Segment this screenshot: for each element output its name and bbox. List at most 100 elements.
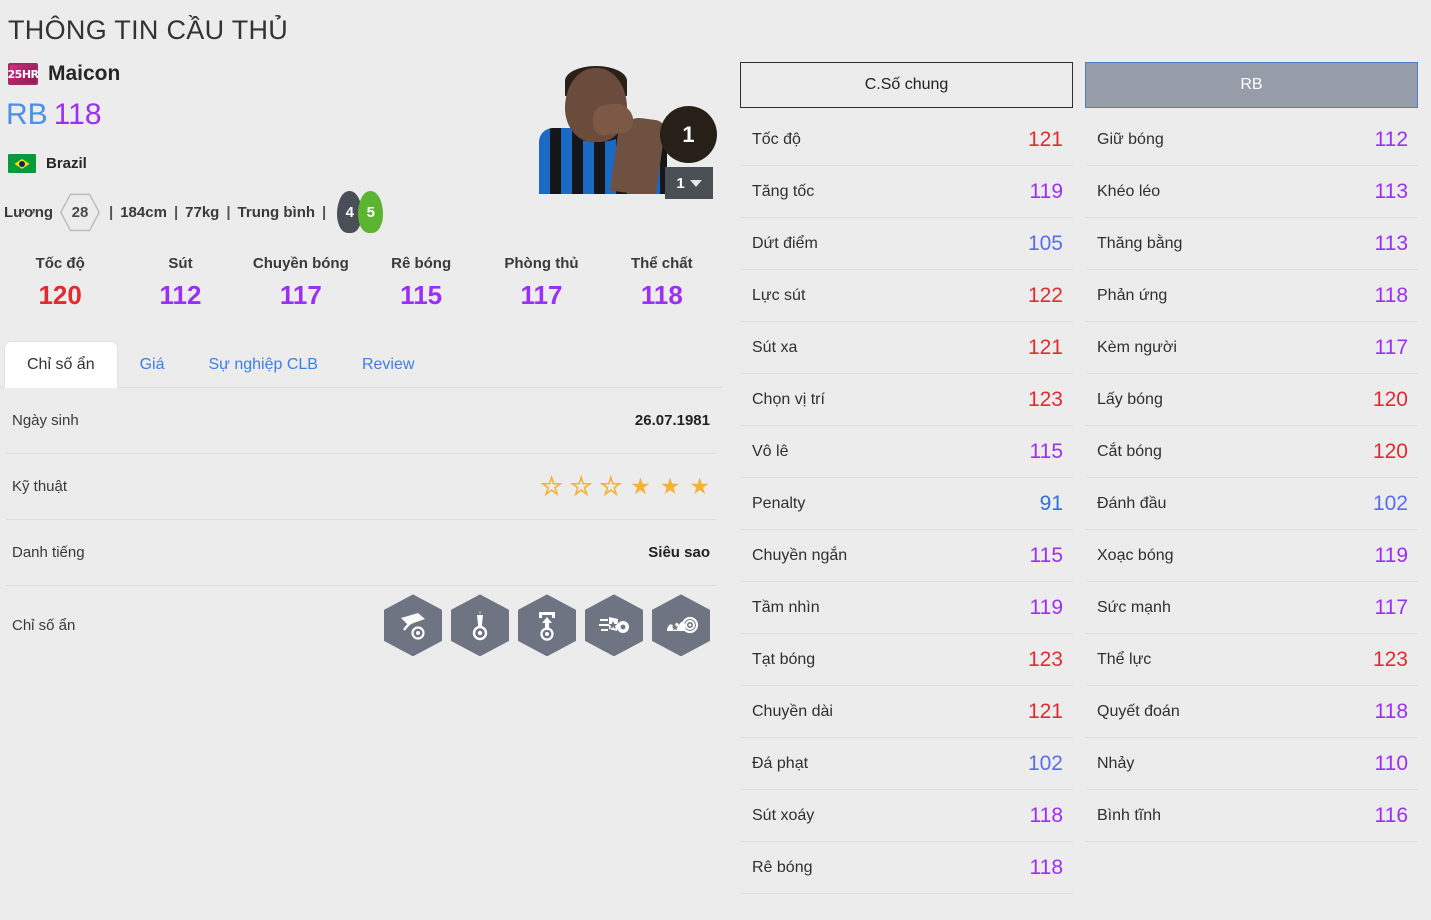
stat-value: 115 [1029, 439, 1063, 463]
strong-foot-icon: 5 [358, 191, 384, 234]
stat-value: 119 [1374, 543, 1408, 567]
stat-row: Nhảy 110 [1085, 738, 1418, 790]
stat-row: Quyết đoán 118 [1085, 686, 1418, 738]
stat-name: Chuyền dài [752, 702, 833, 720]
stat-name: Đá phạt [752, 754, 809, 772]
stat-row: Sút xa 121 [740, 322, 1073, 374]
skill-star-rating: ★ ★ ★ ★ ★ ★ [540, 473, 710, 500]
stat-name: Tăng tốc [752, 182, 815, 200]
stat-name: Sức mạnh [1097, 598, 1171, 616]
stat-row: Bình tĩnh 116 [1085, 790, 1418, 842]
stat-value: 118 [1029, 855, 1063, 879]
meta-separator-4: | [322, 203, 327, 221]
stat-name: Tầm nhìn [752, 598, 820, 616]
stat-row: Xoạc bóng 119 [1085, 530, 1418, 582]
stat-row: Penalty 91 [740, 478, 1073, 530]
stat-value: 105 [1027, 231, 1063, 255]
stat-row: Lấy bóng 120 [1085, 374, 1418, 426]
attribute-value: 117 [279, 280, 322, 311]
tab-bar: Chỉ số ẩn Giá Sự nghiệp CLB Review [0, 333, 722, 389]
info-label: Ngày sinh [12, 412, 79, 430]
foot-ratings: 4 5 [337, 191, 384, 234]
stat-name: Dứt điểm [752, 234, 818, 252]
stat-row: Sức mạnh 117 [1085, 582, 1418, 634]
stat-value: 102 [1372, 491, 1408, 515]
star-icon: ★ [570, 473, 592, 500]
attribute-shooting: Sút 112 [120, 255, 240, 311]
stat-value: 118 [1374, 283, 1408, 307]
wage-hexagon: 28 [60, 193, 101, 232]
info-label: Kỹ thuật [12, 478, 68, 496]
attribute-value: 112 [159, 280, 202, 311]
stat-row: Sút xoáy 118 [740, 790, 1073, 842]
main-attributes: Tốc độ 120 Sút 112 Chuyền bóng 117 Rê bó… [0, 233, 722, 311]
player-weight: 77kg [185, 203, 220, 221]
chemistry-badge: 1 [660, 106, 717, 163]
brazil-flag-icon [8, 154, 36, 174]
chevron-down-icon [689, 179, 702, 187]
stat-name: Thể lực [1097, 650, 1152, 668]
stat-row: Tạt bóng 123 [740, 634, 1073, 686]
stat-row: Chuyền ngắn 115 [740, 530, 1073, 582]
meta-separator-3: | [226, 203, 231, 221]
stat-value: 120 [1372, 439, 1408, 463]
stat-value: 121 [1027, 699, 1063, 723]
tab-price[interactable]: Giá [139, 356, 165, 374]
tab-review[interactable]: Review [361, 356, 415, 374]
attribute-passing: Chuyền bóng 117 [241, 255, 361, 311]
weak-foot-icon: 4 [337, 191, 363, 234]
curved-pass-icon [384, 594, 442, 657]
stats-column-position: RB Giữ bóng 112 Khéo léo 113 Thăng bằng 113… [1085, 0, 1418, 920]
stats-column-header-general[interactable]: C.Số chung [740, 62, 1073, 108]
stat-value: 117 [1374, 335, 1408, 359]
stat-name: Chuyền ngắn [752, 546, 848, 564]
stat-value: 123 [1027, 387, 1063, 411]
level-select-dropdown[interactable]: 1 [665, 167, 713, 199]
tab-club-career[interactable]: Sự nghiệp CLB [208, 356, 318, 374]
stat-name: Chọn vị trí [752, 390, 825, 408]
star-icon: ★ [689, 473, 710, 500]
speed-dribbler-icon [585, 594, 643, 657]
info-row-traits: Chỉ số ẩn [6, 586, 716, 664]
stat-name: Vô lê [752, 442, 789, 460]
stat-name: Đánh đầu [1097, 494, 1167, 512]
stat-name: Sút xoáy [752, 806, 815, 824]
stat-name: Thăng bằng [1097, 234, 1183, 252]
stat-row: Đá phạt 102 [740, 738, 1073, 790]
nation-name: Brazil [46, 155, 87, 173]
stat-name: Sút xa [752, 338, 798, 356]
attribute-dribbling: Rê bóng 115 [361, 255, 481, 311]
stat-name: Cắt bóng [1097, 442, 1162, 460]
stat-row: Vô lê 115 [740, 426, 1073, 478]
stat-value: 122 [1027, 283, 1063, 307]
stat-row: Giữ bóng 112 [1085, 114, 1418, 166]
attribute-physical: Thể chất 118 [602, 255, 722, 311]
info-row-skill-moves: Kỹ thuật ★ ★ ★ ★ ★ ★ [6, 454, 716, 521]
stat-name: Giữ bóng [1097, 130, 1164, 148]
stat-row: Dứt điểm 105 [740, 218, 1073, 270]
stat-row: Tăng tốc 119 [740, 166, 1073, 218]
stats-list-general: Tốc độ 121 Tăng tốc 119 Dứt điểm 105 Lực sú… [740, 114, 1073, 894]
star-icon: ★ [600, 473, 622, 500]
stat-row: Lực sút 122 [740, 270, 1073, 322]
attribute-label: Sút [168, 255, 193, 273]
player-body-type: Trung bình [237, 203, 316, 221]
stat-row: Đánh đầu 102 [1085, 478, 1418, 530]
attribute-label: Rê bóng [391, 255, 452, 273]
attribute-defending: Phòng thủ 117 [481, 255, 601, 311]
stat-value: 91 [1039, 491, 1063, 515]
meta-separator-1: | [109, 203, 114, 221]
stat-value: 123 [1372, 647, 1408, 671]
page-title: THÔNG TIN CẦU THỦ [8, 15, 289, 45]
stats-column-header-position[interactable]: RB [1085, 62, 1418, 108]
stats-column-general: C.Số chung Tốc độ 121 Tăng tốc 119 Dứt điể… [740, 0, 1073, 920]
player-overall: 118 [53, 98, 102, 132]
stat-value: 102 [1027, 751, 1063, 775]
stat-value: 123 [1027, 647, 1063, 671]
stat-row: Tầm nhìn 119 [740, 582, 1073, 634]
stat-row: Phản ứng 118 [1085, 270, 1418, 322]
stat-row: Chuyền dài 121 [740, 686, 1073, 738]
tab-hidden-stats[interactable]: Chỉ số ẩn [4, 341, 118, 389]
player-name-row: 25HR Maicon [0, 46, 722, 86]
